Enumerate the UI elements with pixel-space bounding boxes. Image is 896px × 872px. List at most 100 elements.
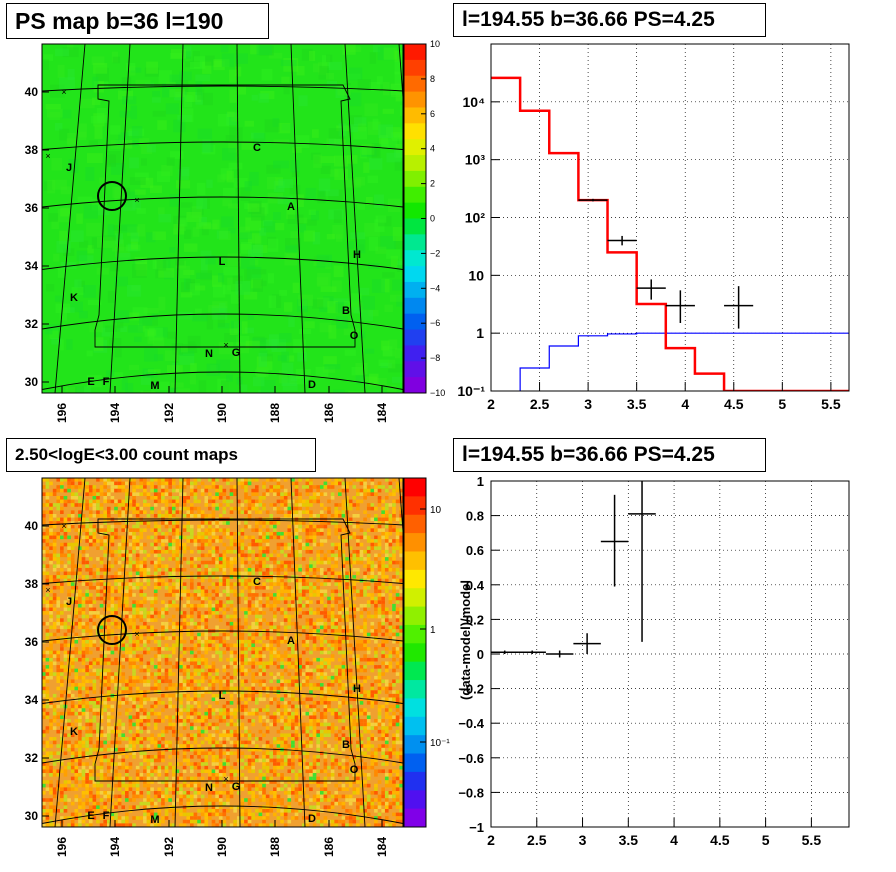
ps-map-title: PS map b=36 l=190 [6, 3, 269, 39]
residual-title: l=194.55 b=36.66 PS=4.25 [453, 438, 766, 472]
x-tick-label: 5 [778, 396, 786, 412]
palette-tick-label: −4 [430, 283, 440, 293]
count-source-cross: × [61, 521, 66, 531]
y-tick-label: 10 [468, 267, 484, 283]
lon-tick-label: 192 [162, 837, 176, 857]
x-tick-label: 4.5 [710, 832, 730, 848]
source-label-l: L [219, 690, 226, 702]
x-tick-label: 2 [487, 396, 495, 412]
count-color-palette: 10 1 10⁻¹ [403, 477, 450, 828]
palette-tick-label: 2 [430, 179, 435, 189]
source-label-b: B [342, 739, 350, 751]
source-label-o: O [350, 764, 359, 776]
source-label-a: A [287, 635, 295, 647]
lat-tick-label: 34 [25, 693, 39, 707]
source-label-a: A [287, 201, 295, 213]
lat-tick-label: 32 [25, 751, 39, 765]
x-tick-label: 3.5 [627, 396, 647, 412]
source-label-c: C [253, 142, 261, 154]
source-label-d: D [308, 813, 316, 825]
source-label-j: J [66, 162, 72, 174]
data-point [636, 279, 666, 300]
lon-tick-label: 186 [322, 837, 336, 857]
source-label-n: N [205, 348, 213, 360]
count-footprint-outline [94, 518, 356, 782]
x-tick-label: 4 [681, 396, 689, 412]
count-coordinate-grid [42, 478, 403, 827]
x-tick-label: 5.5 [821, 396, 841, 412]
source-label-k: K [70, 292, 78, 304]
ps-map-panel: × × × × C A H L J K B O N G E F M D 196 194 192 190 188 186 184 4… [25, 43, 404, 423]
count-map-image: × × × × C A H L J K B O N G E F M D [42, 478, 403, 827]
residual-plot: 2 2.5 3 3.5 4 4.5 5 5.5 −1 −0.8 −0.6 −0.4 −0.2 0 0.2 0.… [458, 474, 850, 848]
residual-point [628, 481, 656, 642]
y-tick-label: −0.8 [458, 785, 484, 800]
x-tick-label: 3 [579, 832, 587, 848]
lat-tick-label: 30 [25, 809, 39, 823]
lon-tick-label: 194 [108, 837, 122, 857]
ps-source-cross: × [134, 195, 139, 205]
lon-tick-label: 188 [268, 837, 282, 857]
lon-tick-label: 194 [108, 403, 122, 423]
source-label-l: L [219, 256, 226, 268]
residual-point [545, 650, 574, 658]
palette-tick-label: 4 [430, 144, 435, 154]
count-map-title: 2.50<logE<3.00 count maps [6, 438, 316, 472]
ps-color-palette: 10 8 6 4 2 0 −2 −4 −6 −8 −10 [403, 39, 445, 398]
x-tick-label: 3.5 [619, 832, 639, 848]
spectrum-plot: 2 2.5 3 3.5 4 4.5 5 5.5 10⁻¹ 1 10 10² 10³ 10⁴ [457, 43, 850, 412]
count-map-panel: × × × × C A H L J K B O N G E F M D 196 194 192 190 188 186 184 4… [25, 477, 404, 857]
lat-tick-label: 38 [25, 143, 39, 157]
spectrum-title: l=194.55 b=36.66 PS=4.25 [453, 3, 766, 37]
ps-footprint-outline [94, 84, 356, 348]
lat-tick-label: 38 [25, 577, 39, 591]
x-tick-label: 2 [487, 832, 495, 848]
source-label-g: G [232, 781, 241, 793]
x-tick-label: 2.5 [530, 396, 550, 412]
lat-tick-label: 36 [25, 201, 39, 215]
y-tick-label: −0.2 [458, 682, 484, 697]
palette-tick-label: −8 [430, 353, 440, 363]
lon-tick-label: 188 [268, 403, 282, 423]
count-source-cross: × [134, 629, 139, 639]
y-tick-label: 1 [476, 325, 484, 341]
palette-tick-label: −2 [430, 248, 440, 258]
lon-tick-label: 196 [55, 837, 69, 857]
source-label-h: H [353, 683, 361, 695]
count-target-circle [97, 615, 127, 645]
source-label-h: H [353, 249, 361, 261]
lat-tick-label: 36 [25, 635, 39, 649]
palette-tick-label: 8 [430, 74, 435, 84]
y-tick-label: 0.6 [466, 543, 484, 558]
palette-tick-label: 0 [430, 214, 435, 224]
palette-tick-label: 10⁻¹ [430, 738, 450, 749]
source-label-o: O [350, 330, 359, 342]
palette-tick-label: 10 [430, 505, 442, 516]
palette-tick-label: 6 [430, 109, 435, 119]
source-label-d: D [308, 379, 316, 391]
x-tick-label: 4.5 [724, 396, 744, 412]
y-tick-label: 1 [477, 474, 484, 489]
source-label-m: M [150, 814, 159, 826]
lat-tick-label: 30 [25, 375, 39, 389]
y-tick-label: −0.6 [458, 751, 484, 766]
residual-point [491, 650, 519, 654]
lon-tick-label: 190 [215, 837, 229, 857]
residual-point [518, 650, 546, 654]
x-tick-label: 5 [762, 832, 770, 848]
y-tick-label: −1 [469, 820, 484, 835]
source-label-n: N [205, 782, 213, 794]
palette-tick-label: 1 [430, 625, 436, 636]
lat-tick-label: 32 [25, 317, 39, 331]
count-source-cross: × [223, 774, 228, 784]
lon-tick-label: 190 [215, 403, 229, 423]
y-tick-label: 10⁻¹ [457, 383, 485, 399]
source-label-b: B [342, 305, 350, 317]
model-total-line [491, 76, 849, 391]
source-label-c: C [253, 576, 261, 588]
source-label-e: E [87, 810, 94, 822]
source-label-g: G [232, 347, 241, 359]
y-tick-label: 0.2 [466, 612, 484, 627]
ps-target-circle [97, 181, 127, 211]
